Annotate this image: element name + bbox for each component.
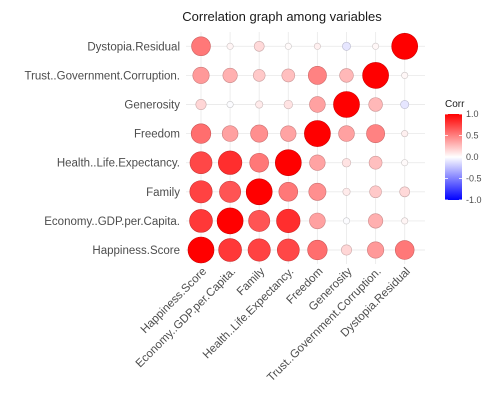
corr-circle-6-3 bbox=[281, 68, 296, 83]
y-tick-label: Happiness.Score bbox=[92, 245, 180, 257]
corr-circle-7-0 bbox=[191, 36, 211, 57]
y-tick-label: Generosity bbox=[124, 100, 180, 112]
corr-circle-6-2 bbox=[252, 69, 266, 82]
corr-circle-3-6 bbox=[368, 155, 383, 170]
corr-circle-6-4 bbox=[307, 66, 327, 85]
corr-circle-1-2 bbox=[248, 209, 271, 232]
corr-circle-7-6 bbox=[372, 42, 380, 50]
chart-title: Correlation graph among variables bbox=[182, 9, 382, 24]
corr-circle-0-1 bbox=[218, 238, 242, 262]
corr-circle-2-0 bbox=[189, 180, 213, 204]
x-axis-labels: Happiness.ScoreEconomy..GDP.per.Capita.F… bbox=[134, 265, 413, 384]
corr-circle-4-2 bbox=[250, 124, 269, 143]
corr-circle-3-2 bbox=[249, 152, 269, 173]
corr-circle-5-2 bbox=[255, 100, 264, 109]
corr-circle-5-3 bbox=[283, 99, 293, 110]
y-tick-label: Freedom bbox=[134, 129, 180, 141]
legend-tick-label: 0.0 bbox=[466, 152, 479, 162]
legend-title: Corr bbox=[445, 99, 465, 110]
corr-circle-4-1 bbox=[221, 125, 239, 142]
corr-circle-5-4 bbox=[309, 96, 326, 113]
corr-circle-4-5 bbox=[338, 125, 355, 142]
y-tick-label: Trust..Government.Corruption. bbox=[24, 70, 180, 82]
corr-circle-0-0 bbox=[187, 236, 215, 264]
y-tick-label: Health..Life.Expectancy. bbox=[57, 158, 180, 170]
legend-tick-label: 0.5 bbox=[466, 131, 479, 141]
corr-circle-2-7 bbox=[399, 186, 411, 198]
corr-circle-5-6 bbox=[368, 97, 383, 112]
corr-circle-0-3 bbox=[276, 238, 300, 262]
corr-circle-7-7 bbox=[391, 32, 419, 60]
corr-circle-6-6 bbox=[362, 62, 389, 89]
corr-circle-1-4 bbox=[309, 212, 326, 230]
corr-circle-1-1 bbox=[216, 207, 244, 235]
corr-circle-1-6 bbox=[368, 213, 384, 229]
corr-circle-4-0 bbox=[190, 123, 212, 144]
corr-circle-1-3 bbox=[276, 208, 301, 233]
corr-circle-1-5 bbox=[342, 217, 350, 225]
corr-circle-2-3 bbox=[278, 182, 299, 202]
corr-circle-7-2 bbox=[253, 40, 265, 52]
corr-circle-2-5 bbox=[342, 187, 351, 196]
corr-circle-0-2 bbox=[247, 238, 271, 262]
corr-circle-6-7 bbox=[401, 71, 409, 79]
corr-circle-4-7 bbox=[401, 130, 409, 138]
corr-circle-1-7 bbox=[401, 217, 409, 225]
corr-circle-6-5 bbox=[339, 68, 354, 83]
corr-circle-5-5 bbox=[333, 91, 360, 118]
corr-circle-3-1 bbox=[218, 150, 243, 175]
correlation-circles bbox=[187, 32, 419, 264]
legend: Corr 1.0 0.5 0.0 -0.5 -1.0 bbox=[445, 99, 482, 205]
corr-circle-5-7 bbox=[400, 100, 410, 109]
corr-circle-6-0 bbox=[192, 66, 210, 84]
corr-circle-0-7 bbox=[394, 240, 415, 260]
corr-circle-7-3 bbox=[284, 42, 292, 50]
corr-circle-0-4 bbox=[307, 239, 328, 261]
y-tick-label: Family bbox=[146, 187, 180, 199]
corr-circle-5-1 bbox=[226, 101, 234, 109]
corr-circle-7-4 bbox=[313, 42, 321, 50]
y-axis-labels: Happiness.Score Economy..GDP.per.Capita. F… bbox=[24, 41, 180, 257]
corr-circle-2-4 bbox=[308, 182, 327, 201]
y-tick-label: Dystopia.Residual bbox=[87, 41, 180, 53]
corr-circle-3-0 bbox=[189, 151, 213, 175]
y-tick-label: Economy..GDP.per.Capita. bbox=[44, 216, 180, 228]
legend-tick-label: -0.5 bbox=[466, 174, 482, 184]
corr-circle-4-3 bbox=[280, 125, 297, 142]
corr-circle-4-4 bbox=[304, 120, 331, 147]
corr-circle-7-1 bbox=[226, 42, 234, 50]
corr-circle-2-1 bbox=[219, 180, 242, 203]
corr-circle-1-0 bbox=[189, 209, 213, 233]
corr-circle-4-6 bbox=[366, 124, 386, 144]
corr-circle-3-3 bbox=[274, 149, 302, 176]
corr-circle-3-4 bbox=[309, 154, 326, 171]
corr-circle-0-5 bbox=[340, 244, 352, 256]
corr-circle-3-5 bbox=[341, 158, 352, 168]
corr-circle-2-6 bbox=[369, 185, 382, 199]
corr-circle-0-6 bbox=[367, 241, 385, 259]
corr-circle-7-5 bbox=[342, 41, 351, 51]
corr-circle-5-0 bbox=[195, 99, 207, 111]
legend-colorbar bbox=[445, 114, 462, 200]
legend-tick-label: -1.0 bbox=[466, 195, 482, 205]
corr-circle-6-1 bbox=[222, 67, 238, 83]
corr-circle-2-2 bbox=[245, 178, 273, 206]
corr-circle-3-7 bbox=[401, 159, 409, 167]
legend-tick-label: 1.0 bbox=[466, 109, 479, 119]
